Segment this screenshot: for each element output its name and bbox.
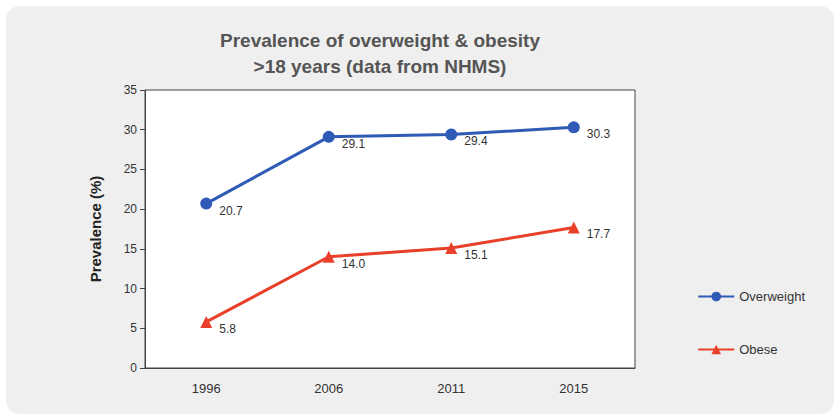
svg-text:30: 30 bbox=[124, 123, 138, 137]
svg-text:5.8: 5.8 bbox=[219, 322, 236, 336]
svg-text:2015: 2015 bbox=[559, 381, 588, 396]
svg-text:Prevalence (%): Prevalence (%) bbox=[87, 176, 104, 283]
svg-text:Overweight: Overweight bbox=[739, 289, 805, 304]
svg-text:Obese: Obese bbox=[739, 342, 777, 357]
svg-text:>18 years (data from NHMS): >18 years (data from NHMS) bbox=[254, 56, 507, 77]
svg-text:17.7: 17.7 bbox=[587, 227, 611, 241]
svg-text:29.4: 29.4 bbox=[464, 134, 488, 148]
svg-text:35: 35 bbox=[124, 83, 138, 97]
svg-text:5: 5 bbox=[130, 321, 137, 335]
svg-text:2011: 2011 bbox=[437, 381, 465, 396]
svg-text:20: 20 bbox=[124, 202, 138, 216]
svg-text:15: 15 bbox=[124, 242, 138, 256]
svg-text:29.1: 29.1 bbox=[342, 137, 366, 151]
svg-text:14.0: 14.0 bbox=[342, 257, 366, 271]
svg-text:30.3: 30.3 bbox=[587, 127, 611, 141]
svg-text:10: 10 bbox=[124, 282, 138, 296]
svg-text:15.1: 15.1 bbox=[464, 248, 488, 262]
svg-text:Prevalence of overweight & obe: Prevalence of overweight & obesity bbox=[220, 30, 540, 51]
svg-text:0: 0 bbox=[130, 361, 137, 375]
svg-text:2006: 2006 bbox=[314, 381, 343, 396]
svg-text:25: 25 bbox=[124, 162, 138, 176]
svg-text:1996: 1996 bbox=[192, 381, 221, 396]
svg-text:20.7: 20.7 bbox=[219, 204, 243, 218]
